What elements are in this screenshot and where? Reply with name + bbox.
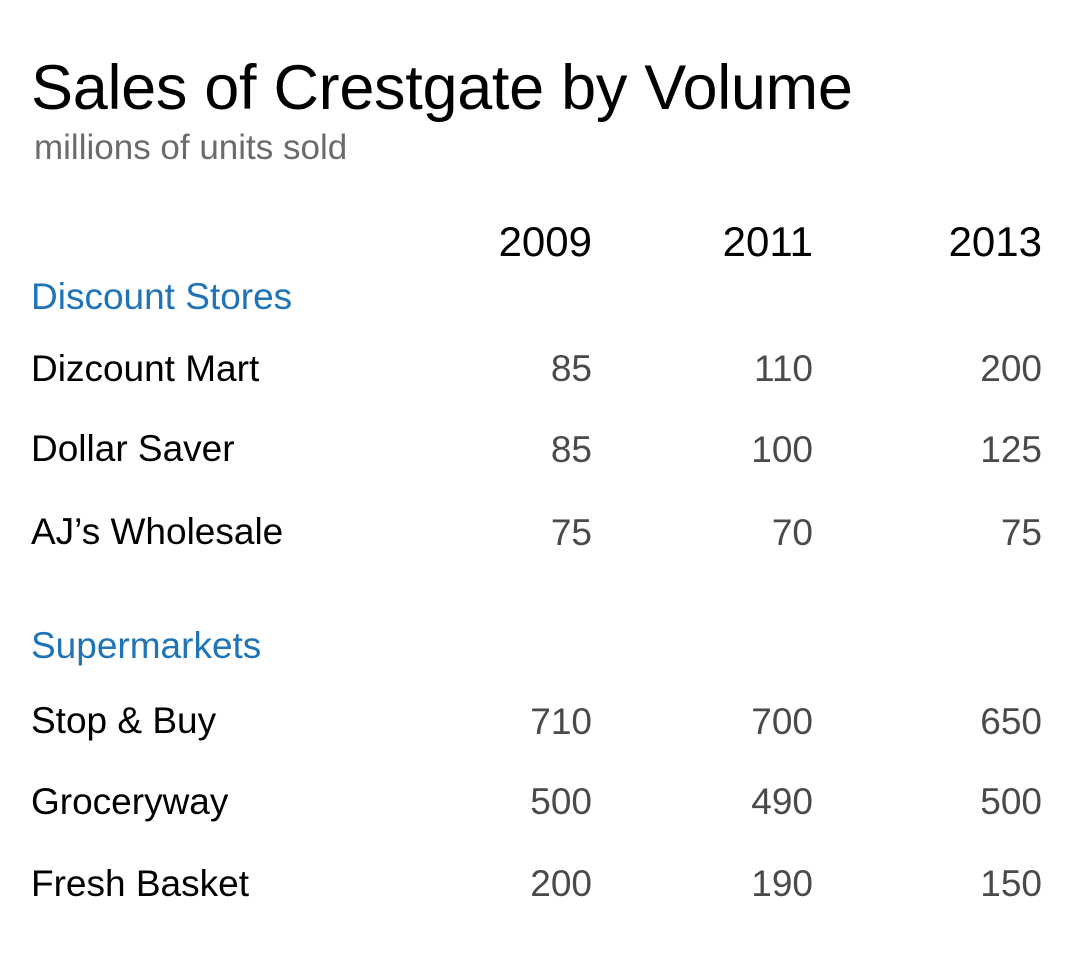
group-label: Discount Stores bbox=[31, 276, 293, 317]
table-cell: 710 bbox=[530, 701, 592, 742]
table-cell: 500 bbox=[530, 781, 592, 822]
chart-subtitle: millions of units sold bbox=[34, 128, 348, 167]
table-cell: 700 bbox=[751, 701, 813, 742]
table-cell: 85 bbox=[550, 429, 592, 470]
table-cell: 70 bbox=[771, 512, 813, 553]
table-cell: 490 bbox=[751, 781, 813, 822]
row-label: Stop & Buy bbox=[31, 700, 217, 741]
table-cell: 200 bbox=[530, 863, 592, 904]
table-cell: 100 bbox=[751, 429, 813, 470]
table-cell: 75 bbox=[1000, 512, 1042, 553]
row-label: Fresh Basket bbox=[31, 863, 249, 904]
table-cell: 125 bbox=[980, 429, 1042, 470]
column-header-2013: 2013 bbox=[948, 218, 1042, 265]
table-cell: 110 bbox=[754, 348, 813, 389]
table-cell: 650 bbox=[980, 701, 1042, 742]
column-header-2011: 2011 bbox=[722, 218, 813, 265]
table-cell: 85 bbox=[550, 348, 592, 389]
table-cell: 500 bbox=[980, 781, 1042, 822]
column-header-2009: 2009 bbox=[498, 218, 592, 265]
group-label: Supermarkets bbox=[31, 625, 262, 666]
table-cell: 75 bbox=[550, 512, 592, 553]
row-label: Groceryway bbox=[31, 781, 229, 822]
table-cell: 190 bbox=[751, 863, 813, 904]
row-label: Dizcount Mart bbox=[31, 348, 260, 389]
table-cell: 150 bbox=[980, 863, 1042, 904]
row-label: Dollar Saver bbox=[31, 428, 235, 469]
row-label: AJ’s Wholesale bbox=[31, 511, 284, 552]
chart-title: Sales of Crestgate by Volume bbox=[31, 53, 853, 123]
table-cell: 200 bbox=[980, 348, 1042, 389]
